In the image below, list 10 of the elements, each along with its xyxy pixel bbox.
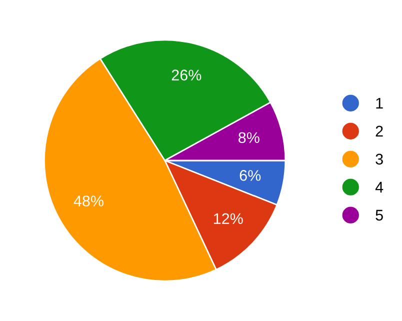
legend-label: 5: [376, 210, 383, 221]
legend-label: 2: [376, 126, 383, 136]
data-label: 26%: [172, 70, 202, 80]
data-label: 6%: [240, 170, 261, 181]
legend-label: 3: [376, 154, 383, 165]
data-label: 48%: [74, 196, 104, 206]
legend-label: 1: [376, 98, 383, 108]
data-label: 12%: [214, 213, 243, 224]
data-label: 8%: [238, 132, 260, 144]
legend-label: 4: [375, 182, 384, 192]
